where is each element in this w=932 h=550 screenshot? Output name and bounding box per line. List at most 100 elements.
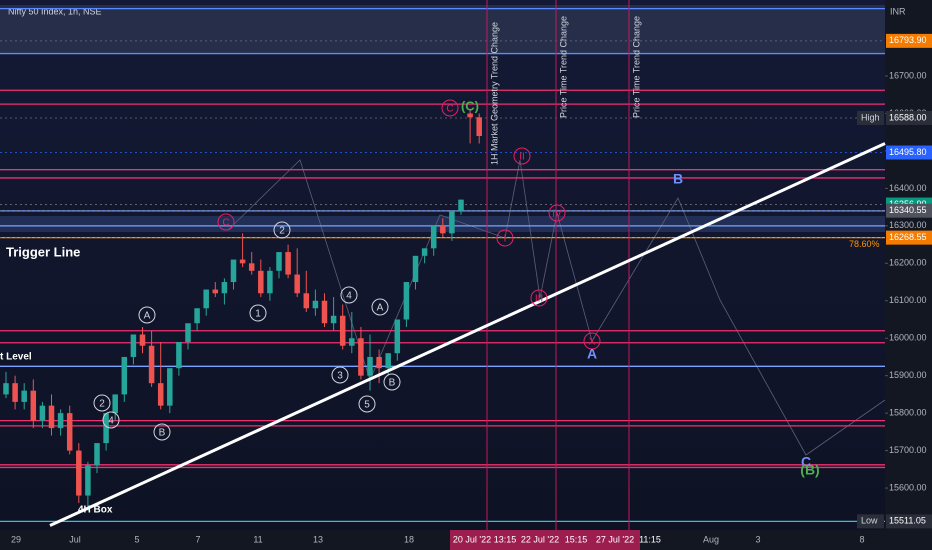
wave-circle bbox=[340, 286, 358, 304]
y-tick-label: 16300.00 bbox=[889, 220, 927, 230]
wave-label: A bbox=[377, 303, 384, 314]
candle-body bbox=[39, 405, 46, 421]
wave-circle bbox=[383, 373, 401, 391]
wave-label: A bbox=[144, 311, 151, 322]
candle-body bbox=[112, 394, 118, 414]
wave-label: I bbox=[504, 234, 507, 245]
price-label: 16793.90 bbox=[889, 35, 927, 45]
x-tick-label: 3 bbox=[755, 534, 760, 544]
time-range-highlight bbox=[450, 530, 640, 550]
price-label-box bbox=[886, 514, 932, 529]
candle-body bbox=[121, 356, 128, 395]
wave-label: 4 bbox=[346, 291, 352, 302]
price-tag: Low bbox=[861, 516, 878, 526]
price-label: 16588.00 bbox=[889, 112, 927, 122]
wave-circle bbox=[371, 298, 389, 316]
price-tag-box bbox=[857, 110, 884, 125]
wave-label: 4 bbox=[108, 416, 114, 427]
y-tick-label: 15900.00 bbox=[889, 370, 927, 380]
candle-body bbox=[312, 300, 319, 309]
candle-body bbox=[167, 368, 173, 406]
price-label: 16268.55 bbox=[889, 232, 927, 242]
wave-label: (C) bbox=[461, 98, 479, 113]
wave-circle bbox=[153, 423, 171, 441]
y-tick-label: 15700.00 bbox=[889, 445, 927, 455]
fib-label: 78.60% bbox=[849, 239, 880, 249]
price-label: 15511.05 bbox=[889, 516, 926, 526]
y-tick-label: 16200.00 bbox=[889, 258, 927, 268]
wave-circle bbox=[273, 221, 291, 239]
x-tick-label: 27 Jul '22 bbox=[596, 534, 634, 544]
x-tick-label: 15:15 bbox=[565, 534, 588, 544]
annotation: 4H Box bbox=[78, 505, 113, 516]
candle-body bbox=[130, 334, 137, 357]
candle-body bbox=[449, 210, 455, 234]
wave-circle bbox=[496, 229, 514, 247]
y-tick-label: 15800.00 bbox=[889, 408, 927, 418]
candle-body bbox=[321, 300, 328, 324]
price-axis bbox=[885, 0, 932, 550]
candle-body bbox=[57, 413, 64, 429]
candle-body bbox=[21, 390, 27, 402]
x-tick-label: Jul bbox=[69, 534, 81, 544]
y-tick-label: 16000.00 bbox=[889, 333, 927, 343]
wave-label: B bbox=[389, 378, 396, 389]
candle-body bbox=[349, 338, 355, 346]
candle-body bbox=[203, 289, 209, 309]
projection-label: (B) bbox=[800, 462, 819, 478]
candle-body bbox=[285, 252, 291, 275]
currency: INR bbox=[890, 6, 906, 16]
candle-body bbox=[66, 413, 73, 451]
wave-circle bbox=[513, 147, 531, 165]
candle-body bbox=[467, 113, 473, 118]
wave-label: B bbox=[159, 428, 166, 439]
price-tag: High bbox=[861, 112, 880, 122]
price-label-box bbox=[886, 230, 932, 245]
candle-body bbox=[103, 413, 109, 444]
candle-body bbox=[430, 225, 437, 249]
annotation: Trigger Line bbox=[6, 244, 80, 259]
candle-body bbox=[330, 315, 337, 324]
candle-body bbox=[139, 334, 146, 346]
y-tick-label: 16100.00 bbox=[889, 295, 927, 305]
candle-body bbox=[394, 319, 401, 354]
wave-circle bbox=[93, 394, 111, 412]
wave-circle bbox=[138, 306, 156, 324]
x-tick-label: 13 bbox=[313, 534, 323, 544]
candle-body bbox=[458, 199, 464, 211]
x-tick-label: 11 bbox=[253, 534, 262, 544]
candle-body bbox=[76, 450, 82, 496]
price-label-box bbox=[886, 203, 932, 218]
wave-label: 1 bbox=[255, 309, 261, 320]
candle-body bbox=[94, 443, 100, 466]
candle-body bbox=[176, 341, 182, 369]
candle-body bbox=[248, 263, 255, 271]
x-tick-label: 20 Jul '22 bbox=[453, 534, 491, 544]
y-tick-label: 16400.00 bbox=[889, 183, 927, 193]
candle-body bbox=[358, 338, 364, 376]
candle-body bbox=[421, 248, 428, 256]
zone-box bbox=[0, 5, 885, 53]
candle-body bbox=[30, 390, 37, 421]
candle-body bbox=[230, 259, 237, 283]
plot-background bbox=[0, 0, 885, 530]
candle-body bbox=[303, 293, 310, 309]
projection-label: C bbox=[801, 454, 811, 470]
candle-body bbox=[3, 383, 9, 395]
candle-body bbox=[476, 117, 482, 136]
candle-body bbox=[185, 323, 191, 342]
x-tick-label: 18 bbox=[404, 534, 414, 544]
x-tick-label: 11:15 bbox=[639, 534, 661, 544]
candle-body bbox=[48, 405, 55, 429]
projection-label: A bbox=[587, 346, 597, 362]
price-label-box bbox=[886, 145, 932, 160]
candle-body bbox=[403, 282, 410, 320]
price-label: 16495.80 bbox=[889, 147, 927, 157]
wave-circle bbox=[249, 304, 267, 322]
wave-label: 2 bbox=[99, 399, 105, 410]
y-tick-label: 16700.00 bbox=[889, 70, 927, 80]
x-tick-label: 22 Jul '22 bbox=[521, 534, 559, 544]
candle-body bbox=[412, 255, 419, 283]
wave-label: C bbox=[446, 104, 453, 115]
